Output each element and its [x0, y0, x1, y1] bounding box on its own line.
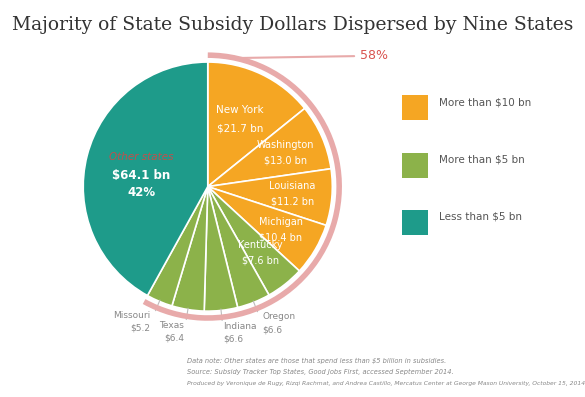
- Text: Washington: Washington: [257, 140, 314, 150]
- Text: Louisiana: Louisiana: [269, 181, 315, 191]
- Text: $13.0 bn: $13.0 bn: [264, 156, 307, 166]
- Text: Source: Subsidy Tracker Top States, Good Jobs First, accessed September 2014.: Source: Subsidy Tracker Top States, Good…: [187, 369, 454, 376]
- Wedge shape: [208, 187, 269, 308]
- Text: $7.6 bn: $7.6 bn: [242, 256, 279, 266]
- Bar: [401, 210, 428, 235]
- Text: 42%: 42%: [128, 185, 156, 198]
- Text: $6.4: $6.4: [164, 333, 184, 343]
- Text: More than $5 bn: More than $5 bn: [439, 155, 525, 165]
- Text: Missouri: Missouri: [113, 311, 151, 320]
- Text: More than $10 bn: More than $10 bn: [439, 98, 531, 108]
- Bar: [401, 96, 428, 121]
- Text: Less than $5 bn: Less than $5 bn: [439, 212, 522, 222]
- Text: $11.2 bn: $11.2 bn: [270, 197, 314, 207]
- Text: $5.2: $5.2: [130, 324, 151, 333]
- Wedge shape: [147, 187, 208, 306]
- Text: Michigan: Michigan: [259, 217, 303, 227]
- Wedge shape: [208, 187, 300, 295]
- Text: $6.6: $6.6: [223, 335, 243, 343]
- Text: 58%: 58%: [238, 49, 388, 62]
- Text: New York: New York: [216, 105, 264, 115]
- Text: Other states: Other states: [109, 152, 174, 162]
- Text: Majority of State Subsidy Dollars Dispersed by Nine States: Majority of State Subsidy Dollars Disper…: [12, 16, 573, 34]
- Text: Texas: Texas: [160, 321, 184, 330]
- Text: Oregon: Oregon: [262, 312, 295, 321]
- Wedge shape: [208, 108, 331, 187]
- Wedge shape: [204, 187, 238, 311]
- Text: Indiana: Indiana: [223, 322, 257, 331]
- Text: $64.1 bn: $64.1 bn: [112, 169, 171, 181]
- Bar: [401, 152, 428, 178]
- Text: Kentucky: Kentucky: [238, 240, 283, 250]
- Text: $21.7 bn: $21.7 bn: [217, 123, 263, 133]
- Text: Produced by Veronique de Rugy, Rizqi Rachmat, and Andrea Castillo, Mercatus Cent: Produced by Veronique de Rugy, Rizqi Rac…: [187, 381, 585, 386]
- Wedge shape: [208, 62, 305, 187]
- Wedge shape: [208, 169, 332, 225]
- Wedge shape: [83, 62, 208, 295]
- Text: $6.6: $6.6: [262, 325, 282, 334]
- Wedge shape: [208, 187, 326, 271]
- Text: Data note: Other states are those that spend less than $5 billion in subsidies.: Data note: Other states are those that s…: [187, 358, 446, 364]
- Wedge shape: [172, 187, 208, 311]
- Text: $10.4 bn: $10.4 bn: [259, 232, 302, 242]
